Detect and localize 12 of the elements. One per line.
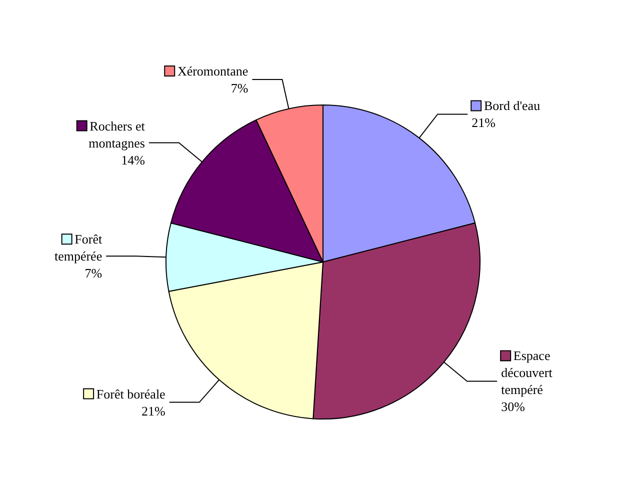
data-label: 21%: [472, 115, 496, 130]
data-label: 7%: [230, 80, 248, 96]
legend-label: Rochers et montagnes: [88, 118, 146, 150]
legend-label: Bord d'eau: [484, 98, 541, 114]
legend-label: Forêt tempérée: [54, 232, 102, 264]
data-label: 14%: [121, 152, 146, 168]
data-label: 7%: [84, 266, 102, 281]
legend-label: Espace découvert tempéré: [501, 348, 553, 398]
legend-label: Forêt boréale: [96, 386, 166, 402]
data-label: 21%: [141, 403, 166, 418]
data-label: 30%: [501, 399, 526, 414]
legend-label: Xéromontane: [177, 64, 248, 79]
